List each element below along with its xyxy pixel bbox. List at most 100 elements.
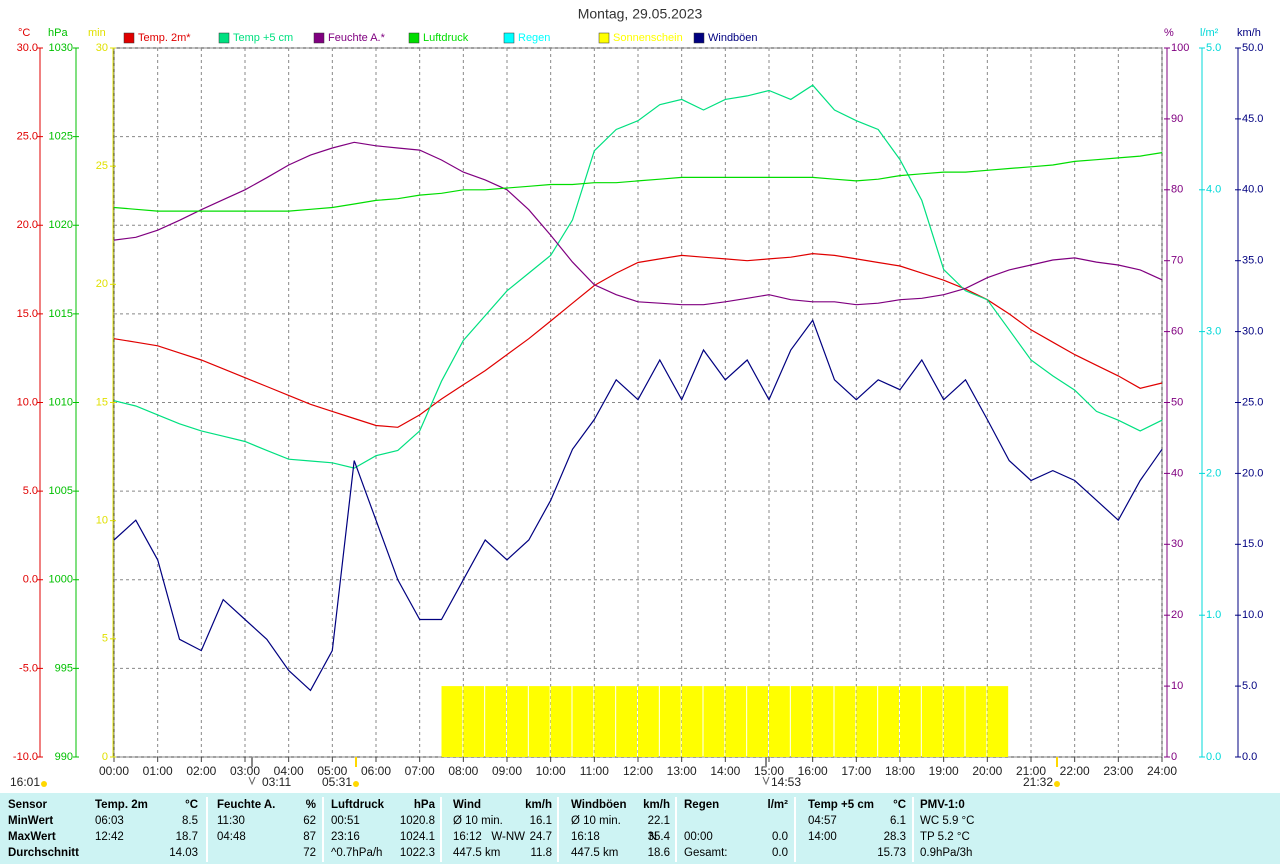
x-tick-label: 08:00 — [448, 764, 478, 778]
y-tick-label: 1000 — [49, 574, 73, 586]
table-cell: 0.0 — [772, 831, 788, 843]
x-tick-label: 05:00 — [317, 764, 347, 778]
legend-swatch — [408, 32, 420, 44]
y-tick-label: 10.0 — [17, 396, 38, 408]
table-cell: ^0.7hPa/h — [331, 847, 382, 859]
table-header: Temp. 2m — [95, 799, 148, 811]
y-tick-label: 10 — [1171, 680, 1183, 692]
table-cell: 23:16 — [331, 831, 360, 843]
annotation: 05:31 — [322, 775, 352, 789]
y-tick-label: 30.0 — [1242, 326, 1263, 338]
row-label: MaxWert — [8, 831, 56, 843]
table-cell: 15.73 — [877, 847, 906, 859]
table-header: l/m² — [768, 799, 789, 811]
y-tick-label: 15 — [96, 396, 108, 408]
axis-unit: % — [1164, 27, 1174, 39]
sunshine-bar — [528, 686, 550, 757]
table-cell: 28.3 — [884, 831, 906, 843]
table-cell: 0.0 — [772, 847, 788, 859]
table-header: PMV-1:0 — [920, 799, 965, 811]
y-tick-label: 1010 — [49, 396, 73, 408]
table-cell: 447.5 km — [453, 847, 500, 859]
table-cell: 04:48 — [217, 831, 246, 843]
x-tick-label: 10:00 — [536, 764, 566, 778]
table-cell: 14.03 — [169, 847, 198, 859]
sun-icon — [41, 781, 47, 787]
sunshine-bar — [812, 686, 834, 757]
y-tick-label: 10 — [96, 515, 108, 527]
sunshine-bar — [921, 686, 943, 757]
table-header: Luftdruck — [331, 799, 385, 811]
sunshine-bar — [703, 686, 725, 757]
table-cell: 11.8 — [530, 847, 552, 859]
sun-icon — [353, 781, 359, 787]
table-cell: 00:51 — [331, 815, 360, 827]
table-cell: 00:00 — [684, 831, 713, 843]
axis-unit: °C — [18, 27, 30, 39]
table-cell: 35.4 — [648, 831, 671, 843]
x-tick-label: 23:00 — [1103, 764, 1133, 778]
legend-swatch — [123, 32, 135, 44]
legend-swatch — [598, 32, 610, 44]
y-tick-label: 30 — [96, 42, 108, 54]
y-tick-label: 40.0 — [1242, 184, 1263, 196]
y-tick-label: 80 — [1171, 184, 1183, 196]
y-tick-label: 5.0 — [23, 485, 38, 497]
y-tick-label: 2.0 — [1206, 467, 1221, 479]
y-tick-label: 100 — [1171, 42, 1189, 54]
x-tick-label: 06:00 — [361, 764, 391, 778]
table-cell: N — [649, 831, 657, 843]
x-tick-label: 19:00 — [929, 764, 959, 778]
table-cell: WC 5.9 °C — [920, 815, 974, 827]
x-tick-label: 14:00 — [710, 764, 740, 778]
x-tick-label: 07:00 — [405, 764, 435, 778]
y-tick-label: 50.0 — [1242, 42, 1263, 54]
sunshine-bar — [616, 686, 637, 757]
y-tick-label: 995 — [55, 662, 73, 674]
table-cell: 24.7 — [530, 831, 552, 843]
axis-unit: l/m² — [1200, 27, 1219, 39]
table-header: Feuchte A. — [217, 799, 275, 811]
x-tick-label: 11:00 — [580, 764, 609, 778]
y-tick-label: 30 — [1171, 538, 1183, 550]
sunshine-bar — [572, 686, 594, 757]
y-tick-label: 1025 — [49, 131, 73, 143]
series-line — [113, 84, 1163, 469]
stats-table: Sensor Temp. 2m °C Feuchte A.% Luftdruck hPa W… — [8, 797, 974, 862]
x-tick-label: 00:00 — [99, 764, 129, 778]
axis-unit: hPa — [48, 27, 68, 39]
y-tick-label: 90 — [1171, 113, 1183, 125]
extreme-marker — [762, 776, 770, 786]
table-cell: 1024.1 — [400, 831, 435, 843]
table-header: °C — [893, 799, 906, 811]
table-cell: 16.1 — [530, 815, 552, 827]
y-tick-label: 0.0 — [1242, 751, 1257, 763]
sunshine-bar — [878, 686, 899, 757]
y-tick-label: 5.0 — [1242, 680, 1257, 692]
y-tick-label: 45.0 — [1242, 113, 1263, 125]
legend-label: Temp. 2m* — [138, 32, 191, 44]
y-tick-label: 25 — [96, 160, 108, 172]
x-tick-label: 12:00 — [623, 764, 653, 778]
table-header: Temp +5 cm — [808, 799, 874, 811]
table-cell: 0.9hPa/3h — [920, 847, 972, 859]
sunshine-bar — [550, 686, 572, 757]
table-cell: Ø 10 min. — [571, 815, 621, 827]
series-line — [113, 319, 1163, 692]
annotation: 14:53 — [771, 775, 801, 789]
table-header: Regen — [684, 799, 719, 811]
sunshine-bar — [638, 686, 659, 757]
y-tick-label: 10.0 — [1242, 609, 1263, 621]
table-cell: 8.5 — [182, 815, 198, 827]
x-tick-label: 04:00 — [274, 764, 304, 778]
legend-swatch — [313, 32, 325, 44]
table-cell: 14:00 — [808, 831, 837, 843]
table-cell: 1022.3 — [400, 847, 435, 859]
table-cell: Gesamt: — [684, 847, 727, 859]
legend-label: Feuchte A.* — [328, 32, 386, 44]
sunshine-bar — [747, 686, 768, 757]
table-cell: 447.5 km — [571, 847, 618, 859]
x-tick-label: 16:00 — [798, 764, 828, 778]
table-header: km/h — [525, 799, 552, 811]
